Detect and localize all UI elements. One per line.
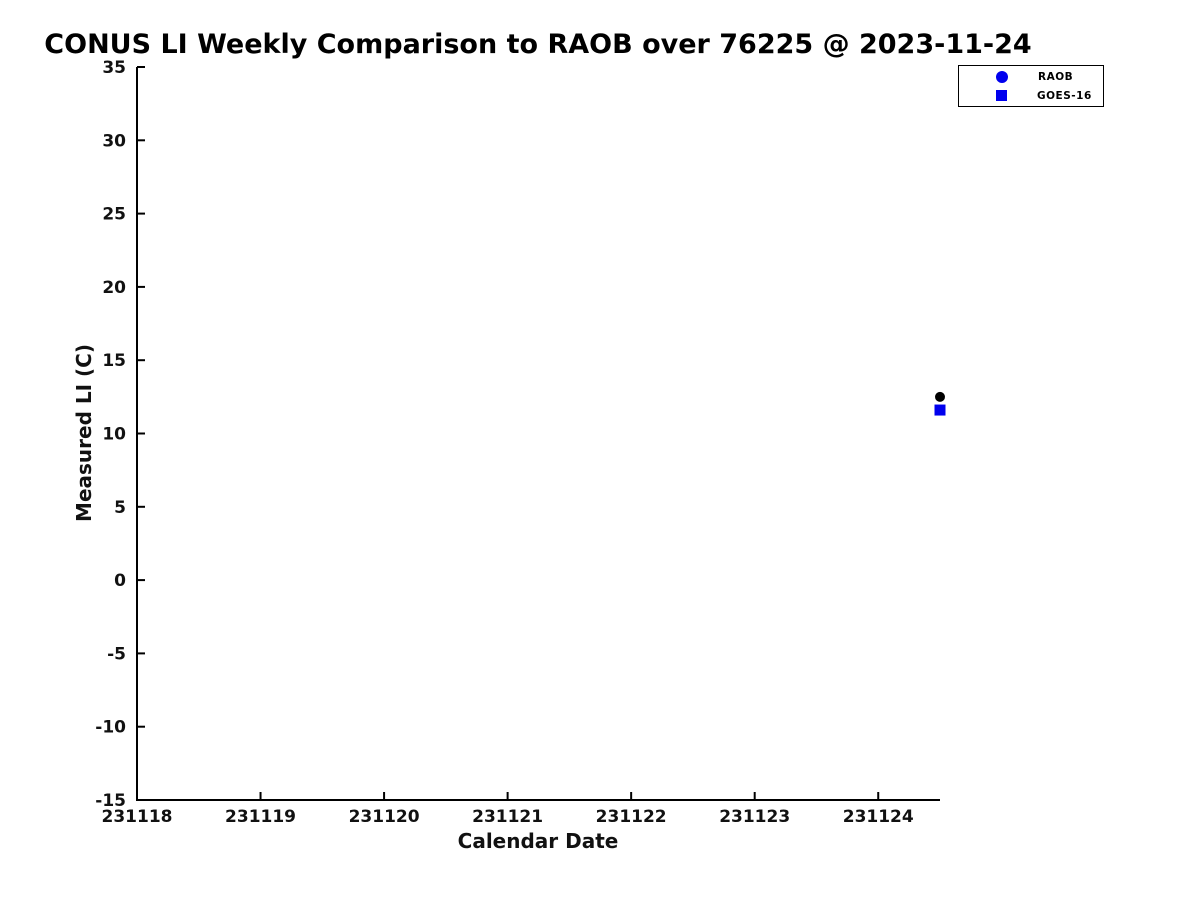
y-axis-label: Measured LI (C): [72, 344, 96, 522]
x-tick-label: 231122: [596, 807, 667, 827]
raob-circle-marker-icon: [996, 70, 1008, 83]
y-tick-label: 30: [102, 131, 126, 151]
legend-item-raob: RAOB: [959, 69, 1103, 85]
legend: RAOB GOES-16: [958, 65, 1104, 107]
x-axis-label: Calendar Date: [457, 829, 619, 853]
legend-label-raob: RAOB: [1038, 70, 1074, 83]
y-tick-label: 35: [102, 58, 126, 78]
x-tick-label: 231118: [102, 807, 173, 827]
raob-data-point: [935, 391, 945, 402]
y-tick-label: 20: [102, 278, 126, 298]
chart-title: CONUS LI Weekly Comparison to RAOB over …: [44, 29, 1032, 60]
x-tick-label: 231124: [843, 807, 914, 827]
y-tick-label: -10: [95, 718, 126, 738]
y-tick-label: 0: [114, 571, 126, 591]
y-tick-label: 15: [102, 351, 126, 371]
legend-item-goes16: GOES-16: [959, 88, 1103, 104]
x-tick-label: 231120: [349, 807, 420, 827]
goes16-square-marker-icon: [996, 90, 1007, 101]
y-tick-label: -15: [95, 791, 126, 811]
y-tick-label: -5: [107, 644, 126, 664]
x-tick-label: 231123: [719, 807, 790, 827]
y-tick-label: 5: [114, 498, 126, 518]
legend-label-goes16: GOES-16: [1037, 89, 1092, 102]
goes16-data-point: [934, 404, 946, 416]
y-tick-label: 25: [102, 205, 126, 225]
x-tick-label: 231119: [225, 807, 296, 827]
y-tick-label: 10: [102, 425, 126, 445]
x-tick-label: 231121: [472, 807, 543, 827]
